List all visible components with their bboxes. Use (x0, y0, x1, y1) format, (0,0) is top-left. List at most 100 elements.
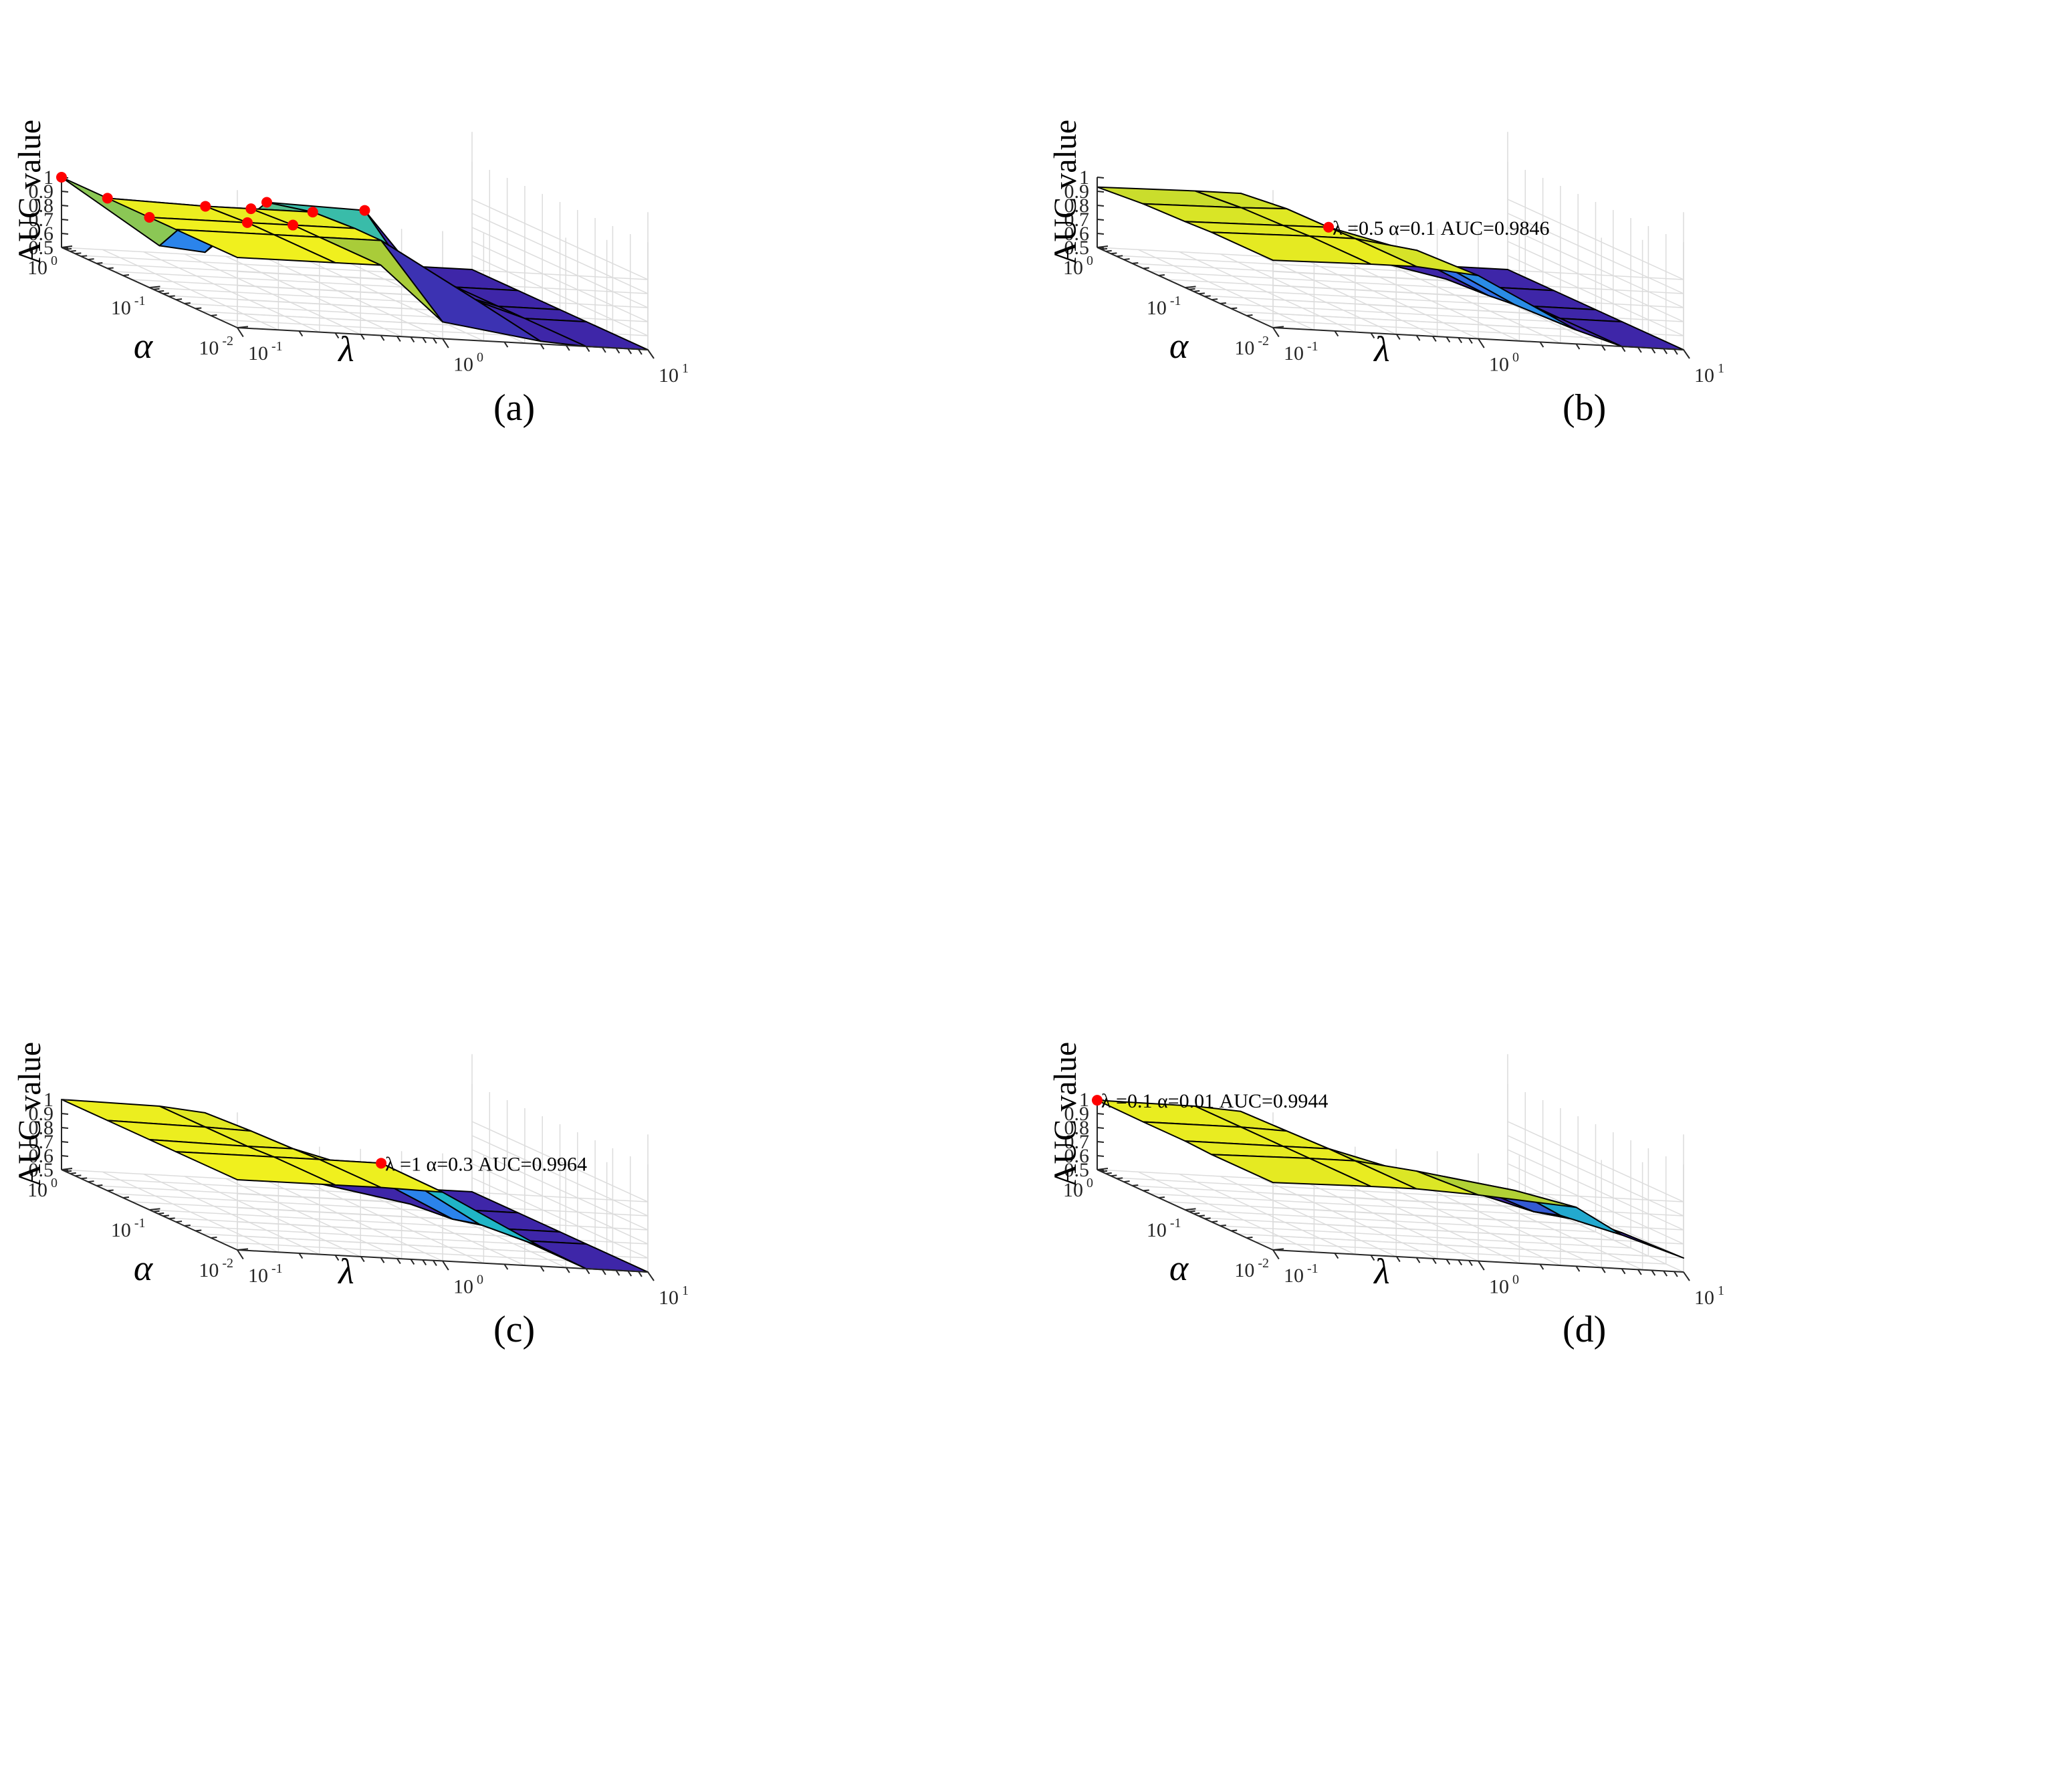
floor-grid-line (348, 1184, 526, 1266)
lambda-tick (1683, 349, 1690, 359)
z-tick (1097, 177, 1105, 179)
markers: λ =0.5 α=0.1 AUC=0.9846 (1323, 217, 1549, 239)
lambda-tick (1395, 1256, 1401, 1263)
lambda-tick-label: 10 1 (659, 361, 689, 387)
alpha-tick (75, 1174, 82, 1177)
optimum-marker (56, 172, 67, 183)
lambda-tick (410, 336, 415, 343)
lambda-tick-label: 10 0 (453, 1273, 483, 1298)
z-tick (1097, 233, 1105, 235)
optimum-annotation: λ =0.5 α=0.1 AUC=0.9846 (1333, 217, 1549, 239)
floor-grid-line (1220, 1225, 1631, 1249)
alpha-tick (122, 274, 130, 276)
lambda-tick (1370, 332, 1375, 339)
alpha-tick (1231, 1229, 1238, 1232)
lambda-tick (396, 1258, 401, 1265)
lambda-tick (1637, 346, 1642, 353)
surface-patch (175, 229, 336, 264)
alpha-tick (237, 326, 249, 328)
z-axis-label: AUC value (1048, 120, 1083, 265)
alpha-tick (1211, 298, 1218, 301)
lambda-tick (1478, 1260, 1485, 1271)
lambda-tick (410, 1259, 415, 1265)
lambda-tick (1370, 1255, 1375, 1261)
alpha-ticks: 10 0 10 -1 10 -2 (1063, 1168, 1284, 1281)
alpha-tick (1132, 261, 1139, 264)
surface-patch (1559, 318, 1684, 350)
lambda-tick (1432, 336, 1437, 342)
panel-b: 0.5 0.6 0.7 0.8 0.9 1 10 -1 10 0 10 1 10 0 10 -1 10… (1036, 0, 2071, 896)
floor-grid-line (1425, 1186, 1602, 1269)
alpha-tick (237, 1248, 249, 1251)
lambda-tick (585, 1268, 590, 1275)
lambda-tick (503, 1263, 509, 1270)
lambda-tick (1395, 334, 1401, 340)
surface-patch (1211, 231, 1372, 265)
alpha-tick (1185, 1208, 1196, 1210)
alpha-tick (149, 1208, 160, 1210)
alpha-tick-label: 10 -1 (111, 294, 146, 319)
optimum-marker (287, 219, 299, 231)
lambda-tick (298, 1253, 304, 1259)
lambda-axis-label: λ (1373, 1251, 1389, 1291)
lambda-tick (360, 334, 365, 340)
alpha-tick-label: 10 -2 (1234, 334, 1269, 359)
optimum-marker (1092, 1095, 1103, 1106)
lambda-tick (1575, 1265, 1581, 1272)
lambda-tick (1637, 1269, 1642, 1275)
surface-patch (1211, 1154, 1372, 1187)
alpha-tick (162, 292, 169, 295)
lambda-ticks: 10 -1 10 0 10 1 (1272, 1249, 1724, 1309)
z-tick-label: 0.9 (1064, 181, 1090, 203)
lambda-axis-label: λ (1373, 329, 1389, 369)
floor-grid-line (1343, 260, 1520, 342)
alpha-tick (96, 1184, 103, 1186)
optimum-annotation: λ =1 α=0.3 AUC=0.9964 (385, 1153, 587, 1175)
caption-a: (a) (493, 387, 536, 429)
z-tick-label: 0.8 (29, 195, 54, 217)
lambda-tick-label: 10 0 (453, 350, 483, 376)
alpha-tick (211, 1237, 217, 1239)
alpha-tick (153, 288, 160, 290)
lambda-ticks: 10 -1 10 0 10 1 (237, 1249, 689, 1309)
z-tick-label: 0.9 (29, 181, 54, 203)
lambda-tick (442, 338, 449, 348)
panel-d: 0.5 0.6 0.7 0.8 0.9 1 10 -1 10 0 10 1 10 0 10 -1 10… (1036, 896, 2071, 1791)
alpha-axis-label: α (134, 326, 154, 366)
lambda-tick (540, 1265, 545, 1272)
optimum-marker (241, 217, 253, 228)
alpha-tick (211, 314, 217, 316)
alpha-tick (1246, 1237, 1253, 1239)
alpha-tick (1101, 1170, 1108, 1172)
lambda-tick (1575, 343, 1581, 350)
z-ticks: 0.50.60.70.80.91 (29, 167, 69, 259)
lambda-ticks: 10 -1 10 0 10 1 (237, 327, 689, 387)
lambda-tick (396, 336, 401, 342)
alpha-tick-label: 10 -2 (199, 1256, 233, 1281)
caption-c: (c) (493, 1309, 536, 1350)
alpha-tick (1272, 326, 1284, 328)
lambda-tick (298, 330, 304, 337)
alpha-tick (1220, 302, 1226, 304)
alpha-tick (184, 1224, 191, 1227)
alpha-axis-label: α (1169, 1248, 1189, 1288)
alpha-tick-label: 10 0 (27, 253, 57, 279)
optimum-marker (261, 197, 272, 208)
z-tick-label: 0.8 (29, 1117, 54, 1139)
lambda-tick (1272, 327, 1280, 338)
lambda-tick (1663, 348, 1668, 354)
lambda-tick (422, 337, 427, 344)
alpha-tick (1198, 292, 1205, 295)
lambda-tick (1601, 1267, 1606, 1273)
surface (61, 1099, 649, 1273)
panel-a: 0.5 0.6 0.7 0.8 0.9 1 10 -1 10 0 10 1 10 0 10 -1 10… (0, 0, 1036, 896)
caption-d: (d) (1563, 1309, 1607, 1350)
alpha-tick-label: 10 -2 (1234, 1256, 1269, 1281)
lambda-tick (237, 327, 244, 338)
z-tick-label: 0.7 (29, 1131, 54, 1153)
alpha-axis-label: α (134, 1248, 154, 1288)
alpha-tick (1193, 290, 1200, 292)
lambda-tick-label: 10 -1 (1284, 339, 1318, 364)
